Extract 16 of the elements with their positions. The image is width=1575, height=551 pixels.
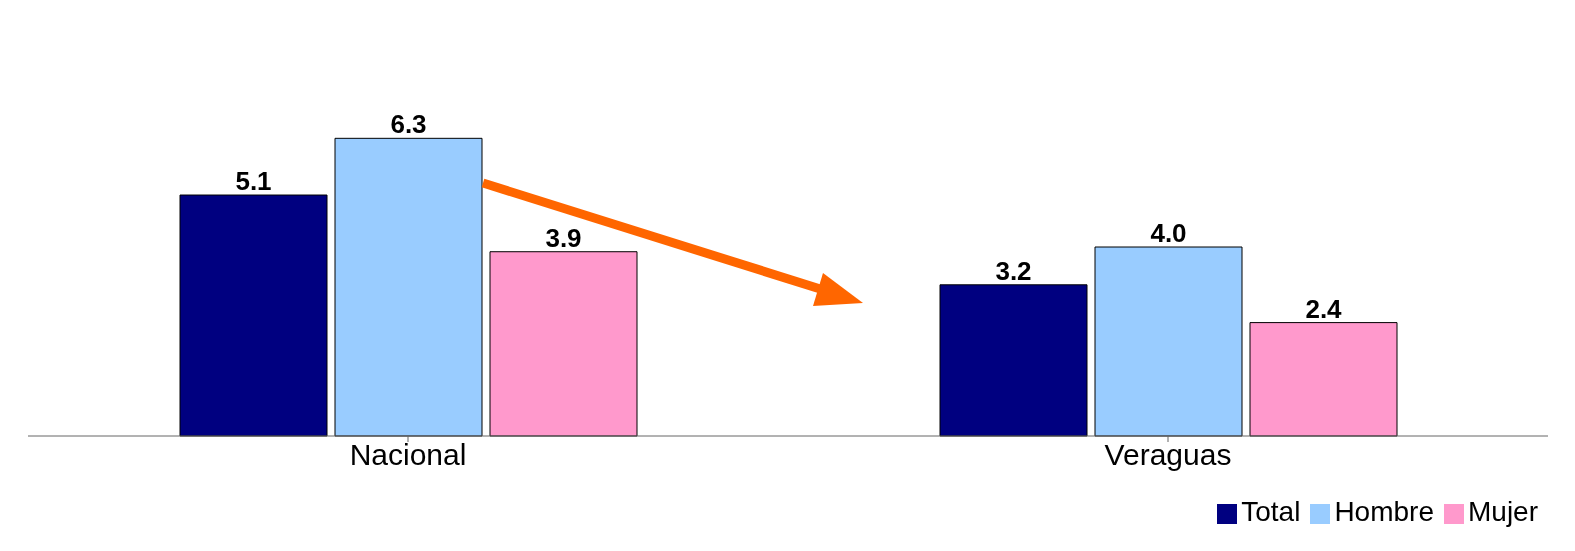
data-label: 6.3 bbox=[390, 109, 427, 140]
legend-label: Hombre bbox=[1334, 496, 1434, 527]
bar bbox=[1249, 322, 1398, 437]
bar bbox=[179, 194, 328, 437]
x-tick-label: Nacional bbox=[349, 438, 467, 472]
bar bbox=[939, 284, 1088, 437]
x-tick-label: Veraguas bbox=[1104, 438, 1232, 472]
legend-label: Mujer bbox=[1467, 496, 1538, 527]
data-label: 5.1 bbox=[235, 166, 272, 197]
data-label: 3.2 bbox=[995, 255, 1032, 286]
legend-label: Total bbox=[1241, 496, 1301, 527]
data-label: 4.0 bbox=[1150, 218, 1187, 248]
bar bbox=[1094, 246, 1243, 437]
data-label: 3.9 bbox=[545, 222, 582, 253]
data-label: 2.4 bbox=[1305, 293, 1343, 324]
bar bbox=[334, 137, 483, 437]
